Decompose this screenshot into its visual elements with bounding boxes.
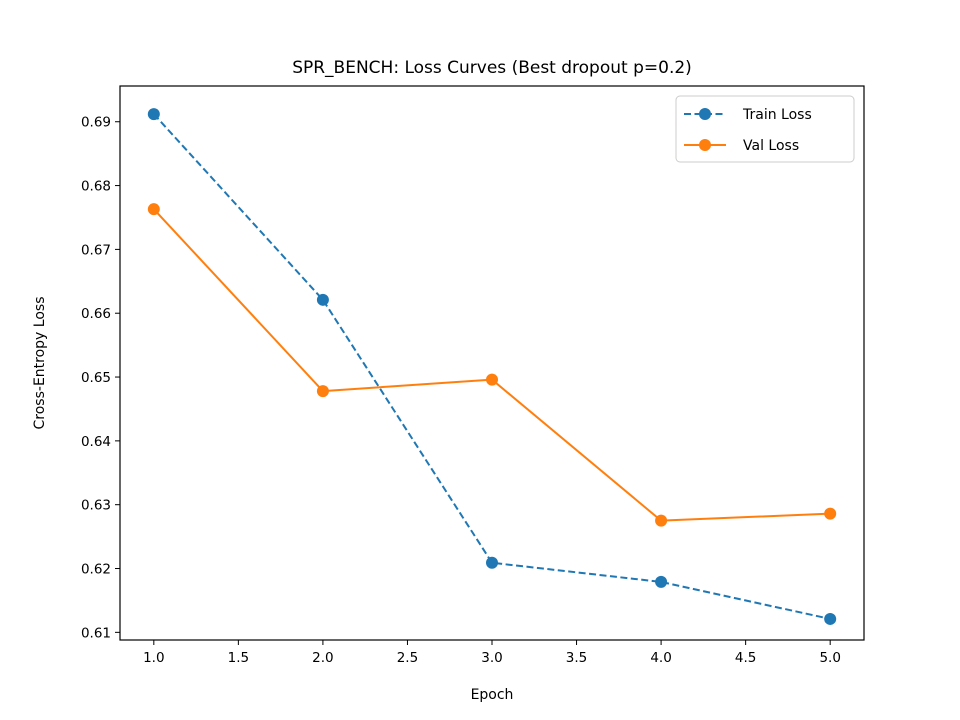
x-tick-label: 3.0 <box>481 650 502 666</box>
x-tick-label: 3.5 <box>566 650 587 666</box>
y-tick-label: 0.67 <box>81 242 111 258</box>
y-tick-label: 0.66 <box>81 306 111 322</box>
y-tick-label: 0.63 <box>81 498 111 514</box>
y-tick-label: 0.64 <box>81 434 111 450</box>
data-point-1 <box>147 203 160 216</box>
data-point-1 <box>655 514 668 527</box>
y-axis: 0.61 0.62 0.63 0.64 0.65 0.66 0.67 0.68 0.69 <box>81 115 120 641</box>
x-axis-label: Epoch <box>471 687 514 703</box>
x-tick-label: 1.0 <box>143 650 164 666</box>
legend-label-1: Val Loss <box>743 138 799 154</box>
x-tick-label: 1.5 <box>228 650 249 666</box>
y-tick-label: 0.69 <box>81 115 111 131</box>
x-tick-label: 4.5 <box>735 650 756 666</box>
y-tick-label: 0.61 <box>81 625 111 641</box>
data-point-0 <box>655 575 668 588</box>
x-tick-label: 2.5 <box>397 650 418 666</box>
data-point-1 <box>486 373 498 386</box>
data-point-0 <box>147 108 160 121</box>
data-point-0 <box>486 556 498 569</box>
series-line-0 <box>153 113 831 620</box>
y-tick-label: 0.65 <box>81 370 111 386</box>
chart-title: SPR_BENCH: Loss Curves (Best dropout p=0… <box>292 58 692 78</box>
series-line-1 <box>153 208 831 522</box>
x-tick-label: 2.0 <box>312 650 333 666</box>
legend-marker-0 <box>699 108 711 120</box>
x-tick-label: 4.0 <box>650 650 671 666</box>
data-point-0 <box>316 293 329 306</box>
x-axis: 1.0 1.5 2.0 2.5 3.0 3.5 4.0 4.5 5.0 <box>143 640 841 666</box>
y-tick-label: 0.62 <box>81 562 111 578</box>
data-point-1 <box>316 385 329 398</box>
y-axis-label: Cross-Entropy Loss <box>32 297 48 430</box>
legend: Train Loss Val Loss <box>675 95 855 163</box>
x-tick-label: 5.0 <box>819 650 840 666</box>
legend-label-0: Train Loss <box>742 107 812 123</box>
plot-area <box>147 108 837 625</box>
y-tick-label: 0.68 <box>81 179 111 195</box>
data-point-1 <box>824 507 837 520</box>
data-point-0 <box>824 612 837 625</box>
legend-marker-1 <box>699 139 711 151</box>
